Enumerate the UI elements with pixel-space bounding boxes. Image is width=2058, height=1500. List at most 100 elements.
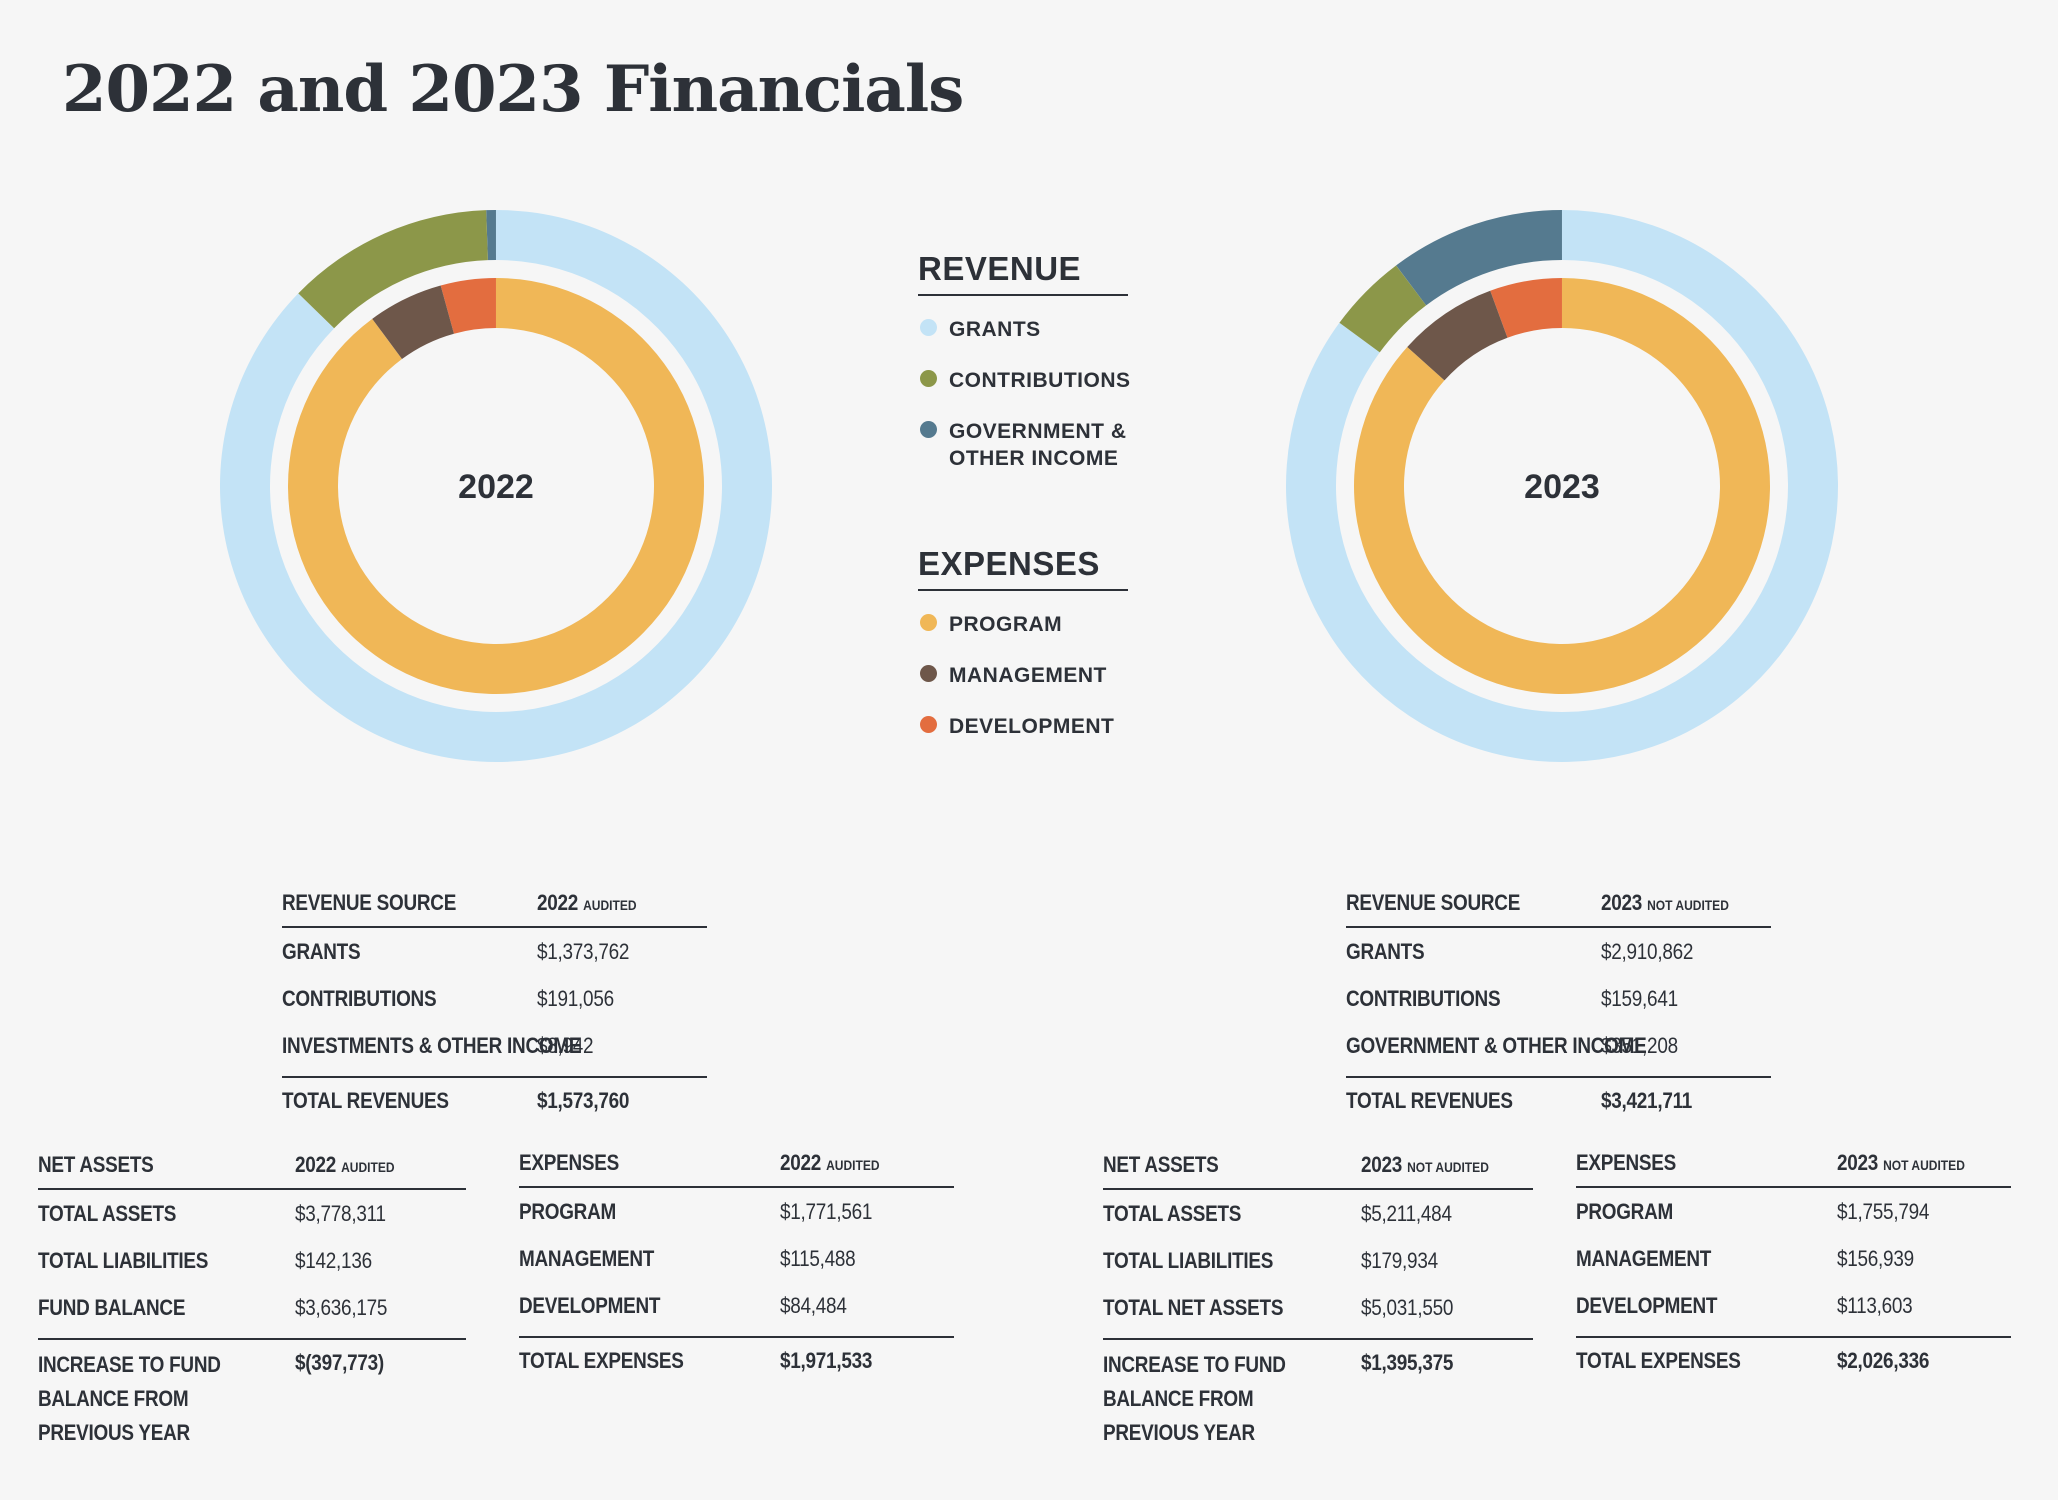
legend-label: CONTRIBUTIONS xyxy=(949,369,1131,392)
total-value: $1,573,760 xyxy=(537,1088,630,1113)
row-label: DEVELOPMENT xyxy=(519,1293,661,1318)
table-header: EXPENSES 2023 NOT AUDITED xyxy=(1576,1148,2011,1188)
header-audit-status: AUDITED xyxy=(340,1159,395,1175)
table-row: FUND BALANCE $3,636,175 xyxy=(38,1293,466,1340)
legend-label: GRANTS xyxy=(949,318,1041,341)
table-row: INVESTMENTS & OTHER INCOME $8,942 xyxy=(282,1031,707,1078)
total-label: INCREASE TO FUND BALANCE FROM PREVIOUS Y… xyxy=(38,1352,221,1445)
expenses-table-2022: EXPENSES 2022 AUDITED PROGRAM $1,771,561 MAN… xyxy=(519,1148,954,1385)
donut-center-label: 2022 xyxy=(458,468,534,506)
revenue-table-2023: REVENUE SOURCE 2023 NOT AUDITED GRANTS $2,9… xyxy=(1346,888,1771,1125)
expense-slice-management xyxy=(372,285,454,360)
table-row: TOTAL LIABILITIES $179,934 xyxy=(1103,1246,1533,1293)
column-header-year: 2023 NOT AUDITED xyxy=(1837,1148,1987,1180)
row-value: $84,484 xyxy=(780,1293,847,1318)
row-label: CONTRIBUTIONS xyxy=(282,986,437,1011)
header-audit-status: NOT AUDITED xyxy=(1883,1157,1965,1173)
revenue-legend: REVENUE GRANTS CONTRIBUTIONS GOVERNMENT … xyxy=(918,250,1131,496)
net-assets-table-2022: NET ASSETS 2022 AUDITED TOTAL ASSETS $3,778… xyxy=(38,1150,466,1445)
total-label: TOTAL REVENUES xyxy=(282,1088,449,1113)
table-row: CONTRIBUTIONS $159,641 xyxy=(1346,984,1771,1031)
row-label: TOTAL LIABILITIES xyxy=(1103,1248,1274,1273)
column-header: NET ASSETS xyxy=(1103,1152,1219,1177)
donut-chart-2022: 2022 xyxy=(220,210,772,762)
expense-slice-management xyxy=(1407,290,1508,381)
table-row: GRANTS $2,910,862 xyxy=(1346,937,1771,984)
expenses-legend-title: EXPENSES xyxy=(918,545,1128,591)
total-label: INCREASE TO FUND BALANCE FROM PREVIOUS Y… xyxy=(1103,1352,1286,1445)
table-header: REVENUE SOURCE 2023 NOT AUDITED xyxy=(1346,888,1771,928)
row-label: DEVELOPMENT xyxy=(1576,1293,1718,1318)
row-value: $156,939 xyxy=(1837,1246,1914,1271)
row-label: GRANTS xyxy=(282,939,361,964)
column-header: REVENUE SOURCE xyxy=(1346,890,1521,915)
header-year: 2023 xyxy=(1837,1150,1879,1175)
total-row: TOTAL REVENUES $3,421,711 xyxy=(1346,1078,1771,1125)
total-label: TOTAL EXPENSES xyxy=(1576,1348,1741,1373)
revenue-slice-government-other-income xyxy=(1396,210,1562,306)
row-label: TOTAL ASSETS xyxy=(38,1201,177,1226)
table-header: EXPENSES 2022 AUDITED xyxy=(519,1148,954,1188)
header-year: 2022 xyxy=(537,890,579,915)
row-value: $1,373,762 xyxy=(537,939,630,964)
legend-label: PROGRAM xyxy=(949,613,1063,636)
column-header: EXPENSES xyxy=(519,1150,619,1175)
row-label: CONTRIBUTIONS xyxy=(1346,986,1501,1011)
table-header: NET ASSETS 2022 AUDITED xyxy=(38,1150,466,1190)
total-value: $3,421,711 xyxy=(1601,1088,1693,1113)
header-audit-status: AUDITED xyxy=(583,897,637,913)
legend-label: DEVELOPMENT xyxy=(949,715,1115,738)
table-header: REVENUE SOURCE 2022 AUDITED xyxy=(282,888,707,928)
total-row: INCREASE TO FUND BALANCE FROM PREVIOUS Y… xyxy=(1103,1340,1533,1445)
row-value: $1,755,794 xyxy=(1837,1199,1930,1224)
column-header-year: 2023 NOT AUDITED xyxy=(1361,1150,1509,1182)
column-header-year: 2022 AUDITED xyxy=(537,888,683,920)
row-label: PROGRAM xyxy=(1576,1199,1674,1224)
legend-item-grants: GRANTS xyxy=(918,316,1128,343)
donut-center-label: 2023 xyxy=(1524,468,1600,506)
expenses-legend: EXPENSES PROGRAM MANAGEMENT DEVELOPMENT xyxy=(918,545,1128,764)
column-header-year: 2022 AUDITED xyxy=(780,1148,930,1180)
row-label: TOTAL ASSETS xyxy=(1103,1201,1242,1226)
row-label: INVESTMENTS & OTHER INCOME xyxy=(282,1033,582,1058)
revenue-table-2022: REVENUE SOURCE 2022 AUDITED GRANTS $1,373,7… xyxy=(282,888,707,1125)
table-row: MANAGEMENT $115,488 xyxy=(519,1244,954,1291)
row-value: $113,603 xyxy=(1837,1293,1913,1318)
net-assets-table-2023: NET ASSETS 2023 NOT AUDITED TOTAL ASSETS $5… xyxy=(1103,1150,1533,1445)
expenses-table-2023: EXPENSES 2023 NOT AUDITED PROGRAM $1,755,79… xyxy=(1576,1148,2011,1385)
expense-slice-development xyxy=(1490,278,1562,338)
row-value: $8,942 xyxy=(537,1033,594,1058)
total-label: TOTAL REVENUES xyxy=(1346,1088,1513,1113)
revenue-slice-investments-other-income xyxy=(486,210,496,261)
total-value: $2,026,336 xyxy=(1837,1348,1930,1373)
table-row: PROGRAM $1,771,561 xyxy=(519,1197,954,1244)
table-row: DEVELOPMENT $113,603 xyxy=(1576,1291,2011,1338)
table-row: TOTAL LIABILITIES $142,136 xyxy=(38,1246,466,1293)
row-value: $142,136 xyxy=(294,1248,372,1273)
row-value: $179,934 xyxy=(1361,1248,1438,1273)
total-row: INCREASE TO FUND BALANCE FROM PREVIOUS Y… xyxy=(38,1340,466,1445)
row-value: $2,910,862 xyxy=(1601,939,1694,964)
column-header: EXPENSES xyxy=(1576,1150,1676,1175)
table-row: GOVERNMENT & OTHER INCOME $351,208 xyxy=(1346,1031,1771,1078)
total-value: $1,395,375 xyxy=(1361,1350,1454,1375)
development-swatch xyxy=(920,716,937,733)
column-header: REVENUE SOURCE xyxy=(282,890,457,915)
revenue-legend-title: REVENUE xyxy=(918,250,1128,296)
total-value: $(397,773) xyxy=(294,1350,384,1375)
page-title: 2022 and 2023 Financials xyxy=(62,52,964,127)
row-label: TOTAL NET ASSETS xyxy=(1103,1295,1284,1320)
row-value: $1,771,561 xyxy=(780,1199,873,1224)
header-audit-status: NOT AUDITED xyxy=(1407,1159,1489,1175)
header-audit-status: NOT AUDITED xyxy=(1647,897,1729,913)
program-swatch xyxy=(920,614,937,631)
row-value: $5,031,550 xyxy=(1361,1295,1454,1320)
header-year: 2022 xyxy=(780,1150,822,1175)
row-label: TOTAL LIABILITIES xyxy=(38,1248,209,1273)
total-label: TOTAL EXPENSES xyxy=(519,1348,684,1373)
revenue-slice-contributions xyxy=(298,210,488,329)
row-label: MANAGEMENT xyxy=(519,1246,655,1271)
total-row: TOTAL REVENUES $1,573,760 xyxy=(282,1078,707,1125)
legend-label: GOVERNMENT & OTHER INCOME xyxy=(949,420,1127,470)
row-label: GOVERNMENT & OTHER INCOME xyxy=(1346,1033,1647,1058)
